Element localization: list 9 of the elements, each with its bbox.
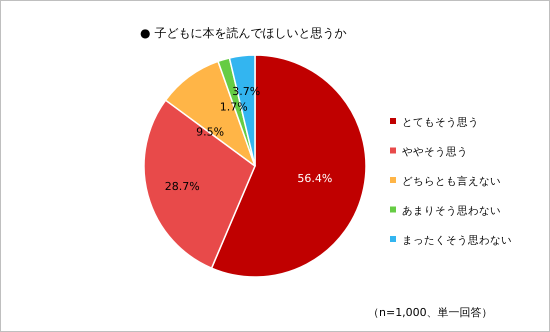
legend-label: まったくそう思わない	[402, 234, 512, 246]
legend-label: どちらとも言えない	[402, 174, 501, 188]
text: （n=1,000、単一回答）	[368, 306, 493, 319]
data-label: 56.4%	[297, 172, 332, 186]
data-label: 28.7%	[164, 180, 200, 193]
legend-label: とてもそう思う	[402, 116, 479, 128]
legend-label: ややそう思う	[402, 146, 468, 158]
legend-label: あまりそう思わない	[402, 205, 501, 217]
chart-title: ● 子どもに本を読んでほしいと思うか	[140, 26, 346, 40]
